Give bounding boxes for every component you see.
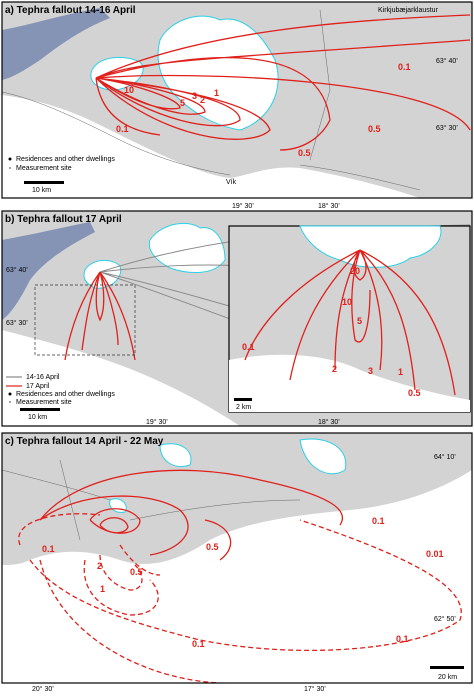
contour-label: 0.1 bbox=[242, 342, 255, 352]
place-label: Kirkjubæjarklaustur bbox=[378, 7, 439, 14]
sand-plain bbox=[2, 222, 95, 320]
contour-label: 0.1 bbox=[398, 62, 411, 72]
contour-label: 0.5 bbox=[298, 148, 311, 158]
lat-label: 63° 40' bbox=[436, 57, 458, 65]
lat-label: 63° 30' bbox=[6, 319, 28, 327]
inset-contour bbox=[244, 249, 456, 396]
panel-title: a) Tephra fallout 14-16 April bbox=[5, 5, 136, 16]
contour-label: 1 bbox=[214, 88, 219, 98]
lon-label: 18° 30' bbox=[318, 418, 340, 426]
scale-bar bbox=[430, 666, 464, 669]
contour-label: 10 bbox=[342, 297, 352, 307]
dashed-contour bbox=[18, 513, 462, 684]
inset-scale-bar bbox=[234, 398, 252, 401]
ice-cap bbox=[299, 438, 347, 475]
land bbox=[2, 433, 472, 565]
inset-sea bbox=[229, 354, 470, 412]
place-label: Vík bbox=[226, 179, 237, 186]
contour-label: 0.1 bbox=[372, 516, 385, 526]
panel-border bbox=[1, 1, 473, 199]
panel-a: a) Tephra fallout 14-16 April Kirkjubæja… bbox=[1, 1, 473, 210]
contour-label: 1 bbox=[398, 367, 403, 377]
sand-plain bbox=[2, 8, 110, 80]
lon-label: 19° 30' bbox=[146, 418, 168, 426]
panel-c: c) Tephra fallout 14 April - 22 May 64° … bbox=[1, 432, 473, 693]
ice-cap bbox=[148, 222, 226, 273]
contour-label: 0.1 bbox=[192, 639, 205, 649]
contour bbox=[39, 469, 344, 561]
legend-label: Measurement site bbox=[16, 399, 72, 406]
legend-label: 17 April bbox=[26, 383, 50, 390]
lat-label: 63° 30' bbox=[436, 124, 458, 132]
ice-cap bbox=[159, 443, 192, 467]
lat-label: 63° 40' bbox=[6, 266, 28, 274]
lat-label: 64° 10' bbox=[434, 453, 456, 461]
panel-border bbox=[1, 210, 473, 427]
panel-title: c) Tephra fallout 14 April - 22 May bbox=[5, 436, 164, 447]
contour-label: 0.5 bbox=[206, 542, 219, 552]
contour-label: 0.1 bbox=[116, 124, 129, 134]
scale-bar bbox=[24, 181, 64, 184]
inset-extent bbox=[34, 284, 136, 356]
contour-label: 10 bbox=[124, 85, 134, 95]
contour-label: 0.5 bbox=[130, 567, 143, 577]
contour-label: 0.5 bbox=[408, 388, 421, 398]
panel-b: b) Tephra fallout 17 April 63° 40' 63° 3… bbox=[1, 210, 473, 427]
contour-label: 2 bbox=[200, 95, 205, 105]
lon-label: 19° 30' bbox=[232, 202, 254, 210]
legend-dot bbox=[8, 157, 12, 161]
contour-label: 2 bbox=[332, 364, 337, 374]
contour-label: 0.1 bbox=[42, 544, 55, 554]
contour-17-april bbox=[64, 271, 136, 361]
scale-label: 20 km bbox=[438, 674, 457, 681]
legend-label: Residences and other dwellings bbox=[16, 156, 115, 163]
legend-label: Measurement site bbox=[16, 165, 72, 172]
scale-label: 10 km bbox=[32, 187, 51, 194]
lat-label: 62° 50' bbox=[434, 615, 456, 623]
legend-dot bbox=[8, 392, 12, 396]
lon-label: 18° 30' bbox=[318, 202, 340, 210]
contour-label: 20 bbox=[350, 266, 360, 276]
lon-label: 17° 30' bbox=[304, 685, 326, 693]
contour-label: 2 bbox=[97, 561, 102, 571]
contour-label: 1 bbox=[100, 584, 105, 594]
contour-label: 0.5 bbox=[368, 124, 381, 134]
contour-label: 3 bbox=[368, 366, 373, 376]
panel-border bbox=[1, 432, 473, 684]
inset-ice bbox=[299, 225, 442, 268]
contour-label: 3 bbox=[192, 91, 197, 101]
contour-label: 0.1 bbox=[396, 634, 409, 644]
scale-bar bbox=[20, 408, 60, 411]
contour-label: 0.01 bbox=[426, 549, 444, 559]
contour-label: 5 bbox=[180, 98, 185, 108]
lon-label: 20° 30' bbox=[32, 685, 54, 693]
contour bbox=[95, 14, 471, 151]
inset-scale-label: 2 km bbox=[236, 404, 251, 411]
legend-dot bbox=[9, 401, 11, 403]
panel-title: b) Tephra fallout 17 April bbox=[5, 214, 122, 225]
contour-label: 5 bbox=[357, 316, 362, 326]
legend-dot bbox=[9, 167, 11, 169]
legend-label: Residences and other dwellings bbox=[16, 391, 115, 398]
scale-label: 10 km bbox=[28, 414, 47, 421]
legend-label: 14-16 April bbox=[26, 374, 60, 381]
